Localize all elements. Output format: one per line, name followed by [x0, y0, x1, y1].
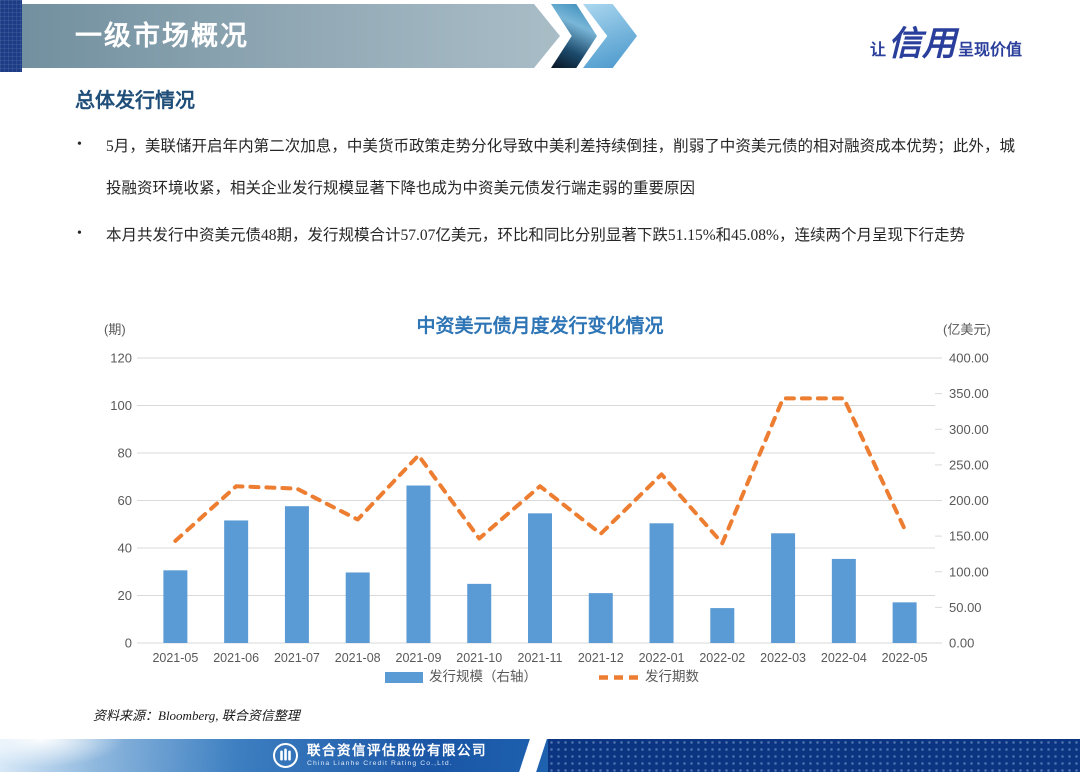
brand-suffix: 呈现价值: [957, 42, 1022, 59]
chart-title: 中资美元债月度发行变化情况: [416, 314, 663, 337]
footer-divider: [517, 737, 548, 772]
bar: [710, 608, 735, 643]
bullet-marker: •: [77, 226, 82, 242]
x-tick-label: 2022-04: [821, 651, 867, 665]
bar: [345, 572, 370, 643]
x-tick-label: 2021-08: [335, 651, 381, 665]
bar: [649, 523, 674, 643]
company-name-en: China Lianhe Credit Rating Co.,Ltd.: [307, 759, 453, 767]
company-names: 联合资信评估股份有限公司 China Lianhe Credit Rating …: [307, 742, 487, 767]
bar: [831, 558, 856, 643]
section-heading: 总体发行情况: [75, 90, 195, 112]
footer-flare: [0, 739, 240, 772]
legend-label: 发行规模（右轴）: [429, 669, 537, 684]
right-tick-label: 100.00: [949, 564, 989, 579]
brand-slogan: 让 信用 呈现价值: [870, 16, 1022, 65]
left-tick-label: 60: [118, 493, 132, 508]
left-tick-label: 100: [110, 398, 132, 413]
legend-bar-swatch: [385, 672, 423, 683]
x-tick-label: 2022-02: [699, 651, 745, 665]
footer-band: 联合资信评估股份有限公司 China Lianhe Credit Rating …: [0, 737, 1080, 772]
bullet-list: • 5月，美联储开启年内第二次加息，中美货币政策走势分化导致中美利差持续倒挂，削…: [75, 126, 1015, 262]
right-tick-label: 300.00: [949, 422, 989, 437]
bar: [771, 533, 796, 643]
x-tick-label: 2021-09: [396, 651, 442, 665]
x-tick-label: 2021-05: [152, 651, 198, 665]
corner-accent-block: [0, 0, 22, 72]
bullet-text: 5月，美联储开启年内第二次加息，中美货币政策走势分化导致中美利差持续倒挂，削弱了…: [106, 138, 1015, 198]
bar: [467, 583, 492, 643]
footer-dotted-panel: [548, 739, 1080, 772]
issuance-combo-chart: 中资美元债月度发行变化情况 (期) (亿美元) 0 20 40 60 80 100 120 0.00…: [90, 300, 1010, 700]
company-logo-icon: [273, 743, 298, 768]
left-tick-label: 20: [118, 588, 132, 603]
page-title: 一级市场概况: [75, 21, 249, 51]
legend-label: 发行期数: [645, 669, 699, 684]
bar: [406, 485, 431, 643]
chart-svg: 中资美元债月度发行变化情况 (期) (亿美元) 0 20 40 60 80 100 120 0.00…: [104, 314, 991, 684]
x-tick-label: 2021-11: [518, 651, 563, 665]
left-tick-label: 0: [125, 636, 132, 651]
title-banner: 一级市场概况: [22, 4, 560, 68]
right-axis-unit: (亿美元): [943, 322, 991, 337]
company-name-cn: 联合资信评估股份有限公司: [307, 742, 487, 758]
left-axis-unit: (期): [104, 322, 126, 337]
x-tick-label: 2022-01: [639, 651, 685, 665]
brand-emphasis: 信用: [887, 26, 956, 63]
left-tick-label: 80: [118, 446, 132, 461]
company-logo-group: 联合资信评估股份有限公司 China Lianhe Credit Rating …: [272, 742, 487, 769]
bar: [163, 570, 188, 643]
left-tick-label: 120: [110, 351, 132, 366]
x-tick-label: 2022-03: [760, 651, 806, 665]
bullet-item: • 5月，美联储开启年内第二次加息，中美货币政策走势分化导致中美利差持续倒挂，削…: [75, 126, 1015, 210]
x-tick-label: 2021-12: [578, 651, 624, 665]
bar: [588, 593, 613, 643]
bar: [892, 602, 917, 643]
bar: [224, 520, 249, 643]
left-tick-label: 40: [118, 541, 132, 556]
bar: [528, 513, 552, 643]
x-tick-label: 2022-05: [882, 651, 928, 665]
brand-prefix: 让: [869, 42, 886, 59]
right-tick-label: 0.00: [949, 636, 974, 651]
right-tick-label: 400.00: [949, 351, 989, 366]
right-tick-label: 250.00: [949, 457, 989, 472]
bar: [284, 506, 309, 643]
line-series: [173, 396, 907, 546]
bullet-item: • 本月共发行中资美元债48期，发行规模合计57.07亿美元，环比和同比分别显著…: [75, 215, 1015, 257]
right-tick-label: 350.00: [949, 386, 989, 401]
x-tick-label: 2021-06: [213, 651, 259, 665]
right-tick-label: 200.00: [949, 493, 989, 508]
bullet-marker: •: [77, 137, 82, 152]
right-tick-label: 50.00: [949, 600, 982, 615]
x-tick-label: 2021-10: [456, 651, 502, 665]
right-tick-label: 150.00: [949, 529, 989, 544]
x-tick-label: 2021-07: [274, 651, 320, 665]
source-note: 资料来源：Bloomberg, 联合资信整理: [93, 708, 300, 723]
bullet-text: 本月共发行中资美元债48期，发行规模合计57.07亿美元，环比和同比分别显著下跌…: [106, 227, 965, 245]
